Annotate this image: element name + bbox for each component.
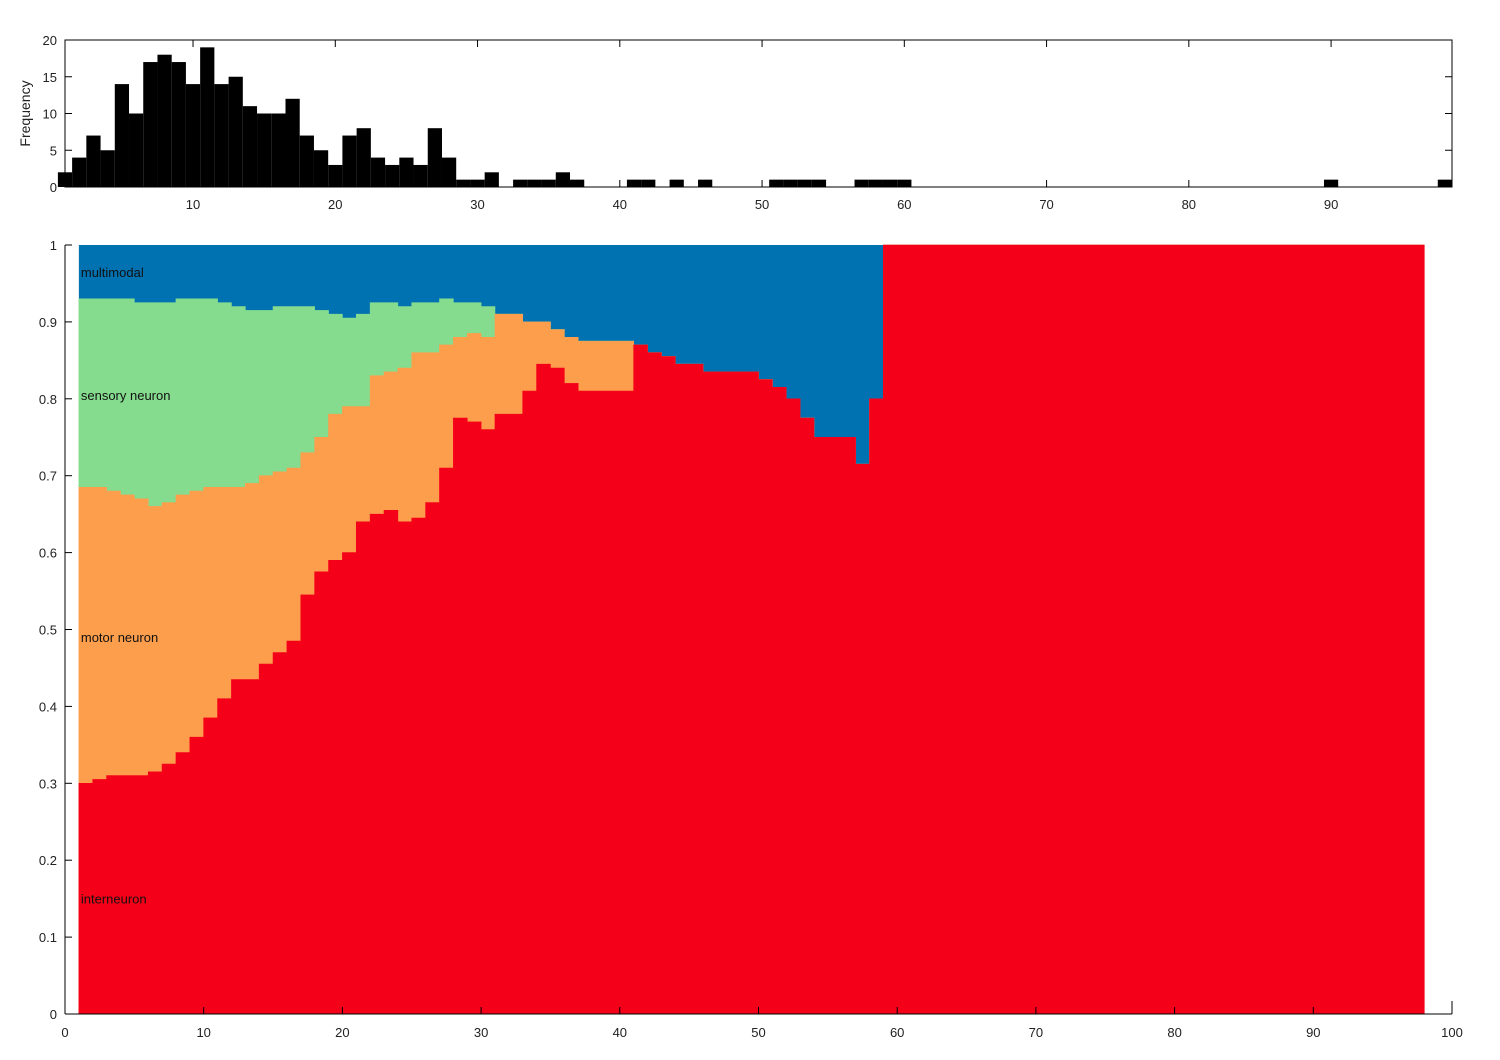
- histogram-bar: [200, 47, 215, 187]
- histogram-bar: [299, 135, 314, 187]
- histogram-bar: [370, 157, 386, 187]
- histogram-bar: [456, 179, 471, 187]
- histogram-x-tick-label: 60: [897, 197, 911, 212]
- histogram-bar: [257, 113, 272, 187]
- area-x-tick-label: 40: [613, 1025, 627, 1040]
- area-y-tick-label: 0: [50, 1007, 57, 1022]
- histogram-bar: [399, 157, 414, 187]
- histogram-bar: [513, 179, 528, 187]
- histogram-bar: [413, 164, 428, 187]
- histogram-bar: [143, 62, 158, 187]
- series-label: motor neuron: [81, 630, 158, 645]
- histogram-bar: [385, 164, 400, 187]
- histogram-bar: [441, 157, 457, 187]
- histogram-bar: [1437, 179, 1452, 187]
- histogram-bar: [484, 172, 499, 187]
- histogram-bar: [242, 106, 258, 187]
- histogram-bar: [769, 179, 784, 187]
- histogram-bar: [882, 179, 898, 187]
- histogram-bar: [157, 54, 172, 188]
- histogram-y-tick-label: 15: [43, 70, 57, 85]
- histogram-bar: [328, 164, 343, 187]
- area-x-tick-label: 20: [335, 1025, 349, 1040]
- histogram-bar: [356, 128, 371, 187]
- histogram-bar: [541, 179, 556, 187]
- histogram-x-tick-label: 30: [470, 197, 484, 212]
- series-label: sensory neuron: [81, 388, 171, 403]
- area-x-tick-label: 90: [1306, 1025, 1320, 1040]
- histogram-axes: 10 20 30 40 50 60 70 80 90 0 5 10 15 20 Frequency: [17, 33, 1453, 212]
- histogram-bar: [854, 179, 869, 187]
- histogram-bar: [527, 179, 542, 187]
- histogram-bar: [313, 150, 329, 187]
- histogram-bar: [72, 157, 87, 187]
- area-y-tick-label: 0.1: [39, 930, 57, 945]
- histogram-bar: [783, 179, 798, 187]
- histogram-y-tick-label: 20: [43, 33, 57, 48]
- area-y-tick-label: 0.2: [39, 853, 57, 868]
- histogram-bar: [626, 179, 642, 187]
- histogram-bar: [228, 76, 243, 187]
- area-y-tick-label: 0.4: [39, 699, 57, 714]
- histogram-bar: [129, 113, 144, 187]
- histogram-y-tick-label: 10: [43, 107, 57, 122]
- area-y-tick-label: 0.5: [39, 623, 57, 638]
- histogram-bar: [342, 135, 357, 187]
- area-x-tick-label: 80: [1167, 1025, 1181, 1040]
- area-x-tick-label: 0: [61, 1025, 68, 1040]
- histogram-bar: [427, 128, 442, 187]
- histogram-bar: [555, 172, 571, 187]
- histogram-bar: [868, 179, 883, 187]
- histogram-x-tick-label: 10: [186, 197, 200, 212]
- histogram-bar: [185, 84, 201, 187]
- histogram-bar: [100, 150, 115, 187]
- area-x-tick-label: 10: [196, 1025, 210, 1040]
- histogram-x-tick-label: 50: [755, 197, 769, 212]
- histogram-bar: [570, 179, 585, 187]
- histogram-y-tick-label: 5: [50, 143, 57, 158]
- histogram-bar: [285, 98, 300, 187]
- histogram-y-axis-label: Frequency: [17, 80, 33, 146]
- histogram-bar: [669, 179, 684, 187]
- stacked-area-axes: multimodal sensory neuron motor neuron inte…: [39, 238, 1463, 1040]
- histogram-x-tick-label: 70: [1039, 197, 1053, 212]
- histogram-bar: [214, 84, 229, 187]
- histogram-bar: [86, 135, 101, 187]
- histogram-bar: [271, 113, 286, 187]
- histogram-bar: [114, 84, 130, 187]
- histogram-x-tick-label: 40: [613, 197, 627, 212]
- area-x-tick-label: 50: [751, 1025, 765, 1040]
- area-y-tick-label: 0.6: [39, 546, 57, 561]
- area-y-tick-label: 0.7: [39, 469, 57, 484]
- area-y-tick-label: 1: [50, 238, 57, 253]
- series-label: multimodal: [81, 265, 144, 280]
- histogram-bar: [641, 179, 656, 187]
- histogram-x-tick-label: 20: [328, 197, 342, 212]
- area-y-tick-label: 0.8: [39, 392, 57, 407]
- area-y-tick-label: 0.3: [39, 776, 57, 791]
- area-x-tick-label: 30: [474, 1025, 488, 1040]
- histogram-x-tick-label: 80: [1182, 197, 1196, 212]
- histogram-bar: [797, 179, 812, 187]
- histogram-bar: [811, 179, 827, 187]
- area-y-tick-label: 0.9: [39, 315, 57, 330]
- area-x-tick-label: 60: [890, 1025, 904, 1040]
- area-x-tick-label: 70: [1029, 1025, 1043, 1040]
- series-label: interneuron: [81, 892, 147, 907]
- area-x-tick-label: 100: [1441, 1025, 1463, 1040]
- histogram-y-tick-label: 0: [50, 180, 57, 195]
- histogram-x-tick-label: 90: [1324, 197, 1338, 212]
- histogram-bar: [171, 62, 186, 187]
- histogram-bar: [698, 179, 713, 187]
